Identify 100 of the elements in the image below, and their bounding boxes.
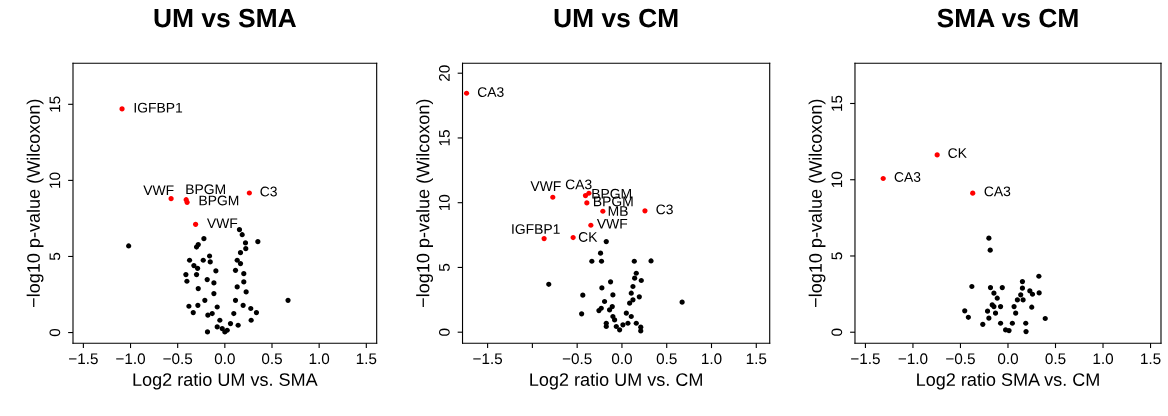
point <box>1020 297 1026 303</box>
y-tick-label: 10 <box>438 194 450 211</box>
x-tick-label: 1.5 <box>356 353 377 365</box>
x-tick-label: 0.5 <box>1045 353 1066 365</box>
point <box>997 304 1004 310</box>
annotation: VWF <box>206 218 238 228</box>
point <box>612 317 618 323</box>
point <box>597 250 604 256</box>
point <box>984 308 991 314</box>
x-tick-label: −1.0 <box>898 353 928 365</box>
point <box>986 235 992 241</box>
point <box>601 298 608 305</box>
point <box>1019 285 1026 291</box>
point <box>211 280 217 286</box>
y-tick-label: 0 <box>438 328 450 336</box>
point <box>589 258 595 264</box>
point <box>1023 329 1029 335</box>
y-tick-label: 20 <box>438 65 450 81</box>
point <box>633 270 639 276</box>
point <box>195 302 201 308</box>
x-tick-label: 0.0 <box>611 353 632 365</box>
annotation: C3 <box>656 204 673 215</box>
annotation: IGFBP1 <box>512 224 560 235</box>
annotation: MB <box>608 206 628 216</box>
point <box>1014 297 1020 303</box>
point <box>628 313 634 320</box>
point <box>234 284 240 290</box>
point <box>195 285 201 292</box>
point <box>987 247 993 253</box>
point <box>630 283 636 290</box>
point <box>679 299 685 305</box>
point <box>603 238 609 245</box>
point <box>248 305 254 312</box>
y-tick-label: 0 <box>49 328 61 337</box>
point <box>636 294 642 300</box>
point <box>168 196 174 202</box>
point <box>190 310 196 316</box>
annotation: CA3 <box>894 172 921 182</box>
point <box>620 322 626 328</box>
annotation: VWF <box>143 185 174 195</box>
point <box>638 277 644 284</box>
point <box>579 311 585 317</box>
point <box>603 320 609 326</box>
point <box>1019 279 1026 285</box>
point <box>234 257 240 263</box>
point <box>617 327 623 333</box>
x-tick-label: −0.5 <box>163 353 193 365</box>
point <box>606 307 613 313</box>
y-tick-label: 5 <box>439 263 450 272</box>
point <box>1027 288 1033 294</box>
y-tick-label: 10 <box>831 171 843 188</box>
x-tick-label: 1.5 <box>1141 353 1161 365</box>
point <box>191 263 197 269</box>
point <box>232 267 239 273</box>
point <box>241 271 247 277</box>
point <box>209 310 215 317</box>
annotation: BPGM <box>199 195 239 206</box>
point <box>205 312 211 318</box>
point <box>623 310 629 316</box>
annotation: CA3 <box>565 179 592 190</box>
x-tick-label: 0.0 <box>997 353 1019 365</box>
point <box>236 227 243 233</box>
point <box>934 152 940 158</box>
point <box>219 325 225 332</box>
point <box>648 258 654 264</box>
point <box>627 300 633 306</box>
x-tick-label: 1.0 <box>1093 353 1114 365</box>
annotation: CA3 <box>984 186 1011 197</box>
point <box>213 268 219 274</box>
x-tick-label: −1.5 <box>69 353 98 365</box>
annotation: IGFBP1 <box>134 102 183 113</box>
point <box>285 297 291 303</box>
point <box>239 232 245 238</box>
y-tick-label: 0 <box>831 328 843 336</box>
point <box>546 281 552 287</box>
y-tick-label: 15 <box>831 95 843 111</box>
point <box>625 320 631 326</box>
x-tick-label: −1.5 <box>473 353 503 365</box>
point <box>237 250 244 256</box>
point <box>243 246 249 252</box>
point <box>235 322 241 328</box>
point <box>607 279 614 285</box>
point <box>211 291 217 297</box>
y-axis-title: −log10 p-value (Wilcoxon) <box>416 99 434 307</box>
point <box>633 320 639 326</box>
point <box>214 304 220 310</box>
point <box>970 190 976 196</box>
point <box>202 297 208 303</box>
point <box>237 261 244 267</box>
point <box>609 303 615 310</box>
point <box>642 208 648 214</box>
chart-title: UM vs CM <box>554 8 678 28</box>
point <box>965 314 971 320</box>
point <box>599 285 605 291</box>
y-tick-label: 15 <box>439 130 450 146</box>
point <box>570 234 576 241</box>
x-axis-title: Log2 ratio SMA vs. CM <box>917 372 1099 390</box>
point <box>987 284 994 291</box>
y-axis-title: −log10 p-value (Wilcoxon) <box>808 99 826 307</box>
y-axis-title: −log10 p-value (Wilcoxon) <box>26 99 44 307</box>
